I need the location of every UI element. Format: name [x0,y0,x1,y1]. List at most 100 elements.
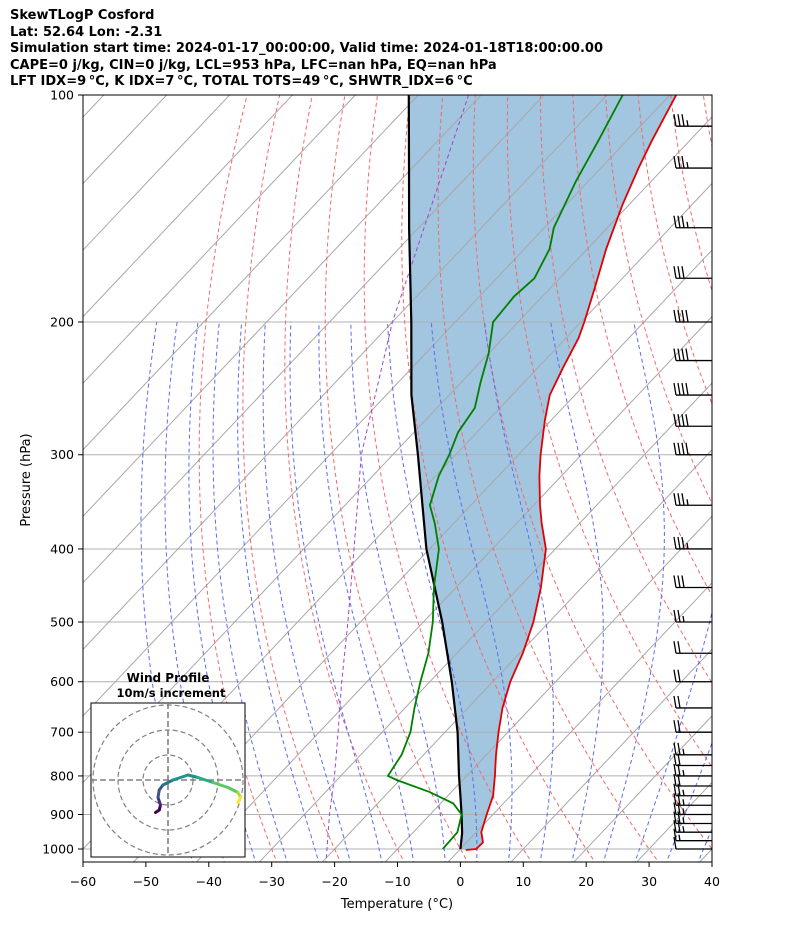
moist-adiabat [550,321,604,862]
y-tick-label: 500 [50,615,74,630]
isotherm-line [699,848,712,862]
isotherm-line [573,715,712,862]
y-tick-label: 1000 [42,842,74,857]
chart-header: SkewTLogP Cosford Lat: 52.64 Lon: -2.31 … [10,8,603,91]
moist-adiabat [212,321,288,862]
isotherm-line [83,95,230,251]
hodograph-segment [186,773,200,779]
hodograph-segment [161,778,175,787]
isotherm-line [83,95,293,318]
location-line: Lat: 52.64 Lon: -2.31 [10,24,163,40]
wind-barb [673,828,712,842]
dry-adiabat [506,95,712,768]
wind-barb [673,575,712,589]
x-tick-label: 40 [704,874,720,889]
wind-barb [673,609,712,623]
params-line: CAPE=0 j/kg, CIN=0 j/kg, LCL=953 hPa, LF… [10,57,497,73]
y-tick-label: 600 [50,674,74,689]
y-tick-label: 400 [50,541,74,556]
hodograph-title: Wind Profile [127,671,210,685]
cin-shading [408,95,677,850]
wind-barb [673,753,712,767]
dry-adiabat [572,95,712,597]
moist-adiabat [666,741,712,862]
dewpoint-line [386,95,624,850]
moist-adiabat [634,610,712,862]
mixing-ratio-line [325,95,470,862]
isotherm-line [384,515,712,862]
wind-barb [673,493,712,506]
isotherm-line [83,95,356,384]
wind-barb [673,382,712,396]
wind-barb [673,836,712,850]
parcel-path-line [407,95,464,850]
hodograph-subtitle: 10m/s increment [117,686,226,700]
wind-barb [673,442,712,456]
isotherm-line [83,95,419,451]
dry-adiabat [702,95,712,149]
isotherm-line [447,582,712,862]
wind-barb [673,669,712,683]
wind-barb [673,820,712,833]
moist-adiabat [237,321,320,862]
wind-barb [673,811,712,825]
wind-barb [673,155,712,169]
moist-adiabat [262,321,351,862]
wind-barb [673,793,712,806]
isotherm-line [132,249,712,862]
wind-barb [673,348,712,362]
y-tick-label: 300 [50,447,74,462]
dry-adiabat [284,95,405,862]
x-tick-label: −10 [384,874,410,889]
dry-adiabat [670,95,712,293]
dry-adiabat [401,95,596,862]
x-tick-label: 10 [515,874,531,889]
x-tick-label: 30 [641,874,657,889]
hodograph-segment [226,786,240,794]
y-tick-label: 800 [50,768,74,783]
hodograph-segment [236,796,242,804]
hodograph-segment [171,773,190,782]
moist-adiabat [728,322,794,865]
dry-adiabat [736,95,794,865]
wind-barb [673,802,712,816]
isotherm-line [83,95,671,717]
dry-adiabat [768,95,794,865]
temperature-line [465,95,677,851]
wind-barb [673,536,712,550]
x-axis-label: Temperature (°C) [340,897,453,912]
wind-barb [673,114,712,127]
indices-line: LFT IDX=9 °C, K IDX=7 °C, TOTAL TOTS=49 … [10,74,473,90]
dry-adiabat [324,95,469,862]
wind-barb [673,215,712,229]
wind-barb [673,414,712,427]
y-tick-label: 900 [50,807,74,822]
wind-barb [673,309,712,323]
x-tick-label: 0 [456,874,464,889]
isotherm-line [83,95,105,118]
y-tick-label: 700 [50,725,74,740]
dry-adiabat [437,95,660,862]
x-tick-label: −60 [70,874,96,889]
y-tick-label: 200 [50,314,74,329]
x-tick-label: −20 [321,874,347,889]
x-tick-label: 20 [578,874,594,889]
moist-adiabat [602,321,665,862]
isotherm-line [83,95,482,517]
isotherm-line [83,95,608,651]
moist-adiabat [387,321,478,862]
chart-title: SkewTLogP Cosford [10,8,155,23]
x-tick-label: −30 [259,874,285,889]
dry-adiabat [198,95,278,862]
hodograph-segment [211,781,230,789]
dry-adiabat [539,95,712,684]
y-tick-label: 100 [50,88,74,103]
isotherm-line [83,95,545,584]
wind-barb [673,720,712,733]
dry-adiabat [363,95,532,862]
y-axis-label: Pressure (hPa) [19,433,34,526]
x-tick-label: −40 [196,874,222,889]
isotherm-line [636,781,712,862]
moist-adiabat [430,321,513,862]
